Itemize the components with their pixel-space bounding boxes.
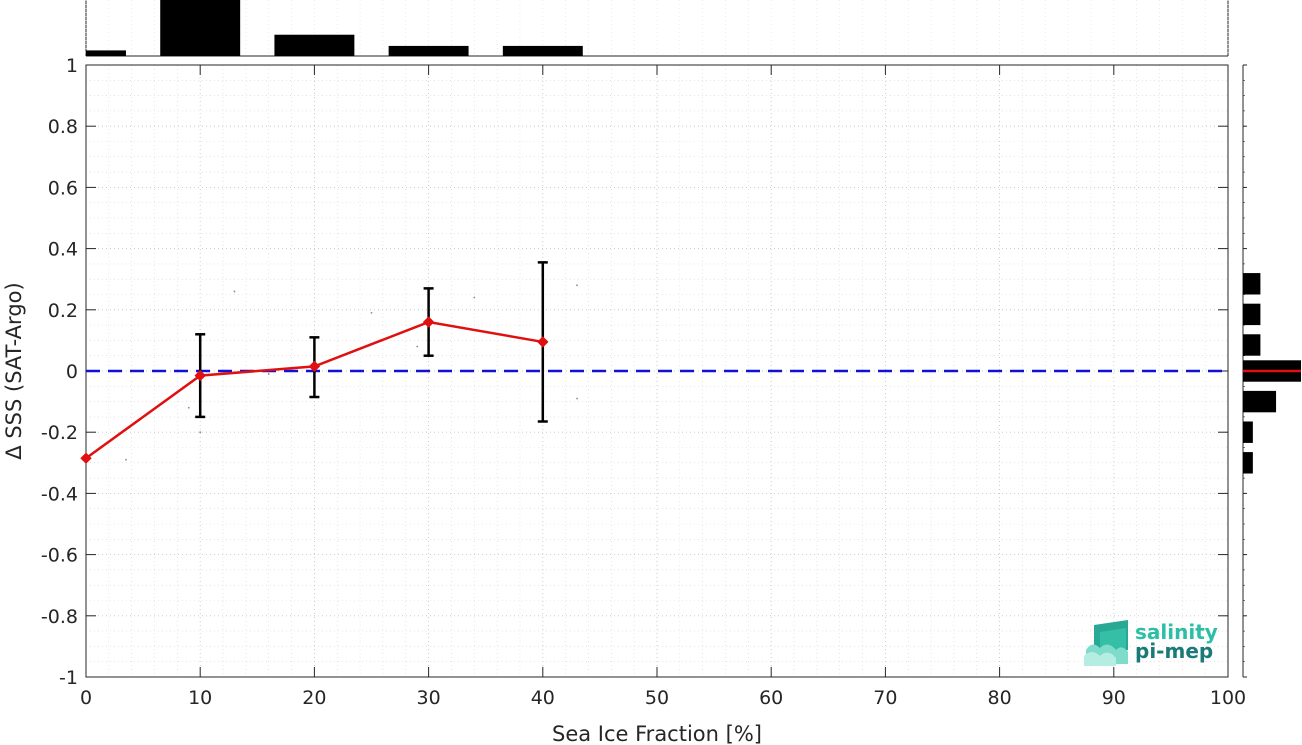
x-tick-label: 40 — [531, 687, 555, 709]
right-histogram-bar — [1243, 273, 1261, 295]
x-tick-label: 50 — [645, 687, 669, 709]
right-histogram-bar — [1243, 303, 1261, 326]
series-markers — [80, 316, 549, 464]
scatter-point — [473, 296, 476, 299]
logo-text-salinity: salinity — [1135, 620, 1218, 644]
y-tick-label: -0.8 — [41, 606, 78, 628]
scatter-point — [125, 458, 127, 461]
x-tick-label: 90 — [1102, 687, 1126, 709]
series-marker — [308, 360, 321, 373]
y-tick-label: -0.4 — [41, 483, 78, 505]
y-tick-label: 1 — [66, 55, 78, 77]
top-histogram-bar — [502, 45, 583, 56]
right-histogram — [1242, 64, 1301, 678]
scatter-point — [576, 284, 578, 287]
right-histogram-bars — [1243, 273, 1301, 474]
scatter-point — [416, 345, 419, 348]
top-histogram-bar — [86, 50, 126, 56]
top-histogram — [85, 0, 1229, 57]
y-tick-label: 0.4 — [48, 239, 78, 261]
right-histogram-bar — [1243, 421, 1253, 443]
series-marker — [80, 452, 92, 464]
top-histogram-bar — [388, 45, 469, 56]
scatter-point — [199, 431, 202, 434]
top-histogram-bar — [160, 0, 241, 56]
y-tick-label: 0 — [66, 361, 78, 383]
x-tick-label: 0 — [80, 687, 92, 709]
top-histogram-grid — [85, 0, 1229, 56]
salinity-pimep-logo: salinity pi-mep — [1084, 620, 1218, 666]
right-histogram-bar — [1243, 452, 1253, 474]
x-tick-label: 30 — [417, 687, 441, 709]
x-tick-label: 80 — [988, 687, 1012, 709]
y-tick-label: 0.8 — [48, 116, 78, 138]
scatter-point — [370, 311, 373, 314]
scatter-points — [125, 284, 578, 461]
right-histogram-ticks — [1243, 64, 1247, 678]
x-tick-label: 20 — [302, 687, 326, 709]
logo-text-pimep: pi-mep — [1135, 639, 1213, 663]
x-tick-labels: 0 10 20 30 40 50 60 70 80 90 100 — [80, 687, 1246, 709]
x-tick-label: 70 — [873, 687, 897, 709]
y-tick-label: 0.6 — [48, 177, 78, 199]
scatter-point — [233, 290, 236, 293]
x-tick-label: 10 — [188, 687, 212, 709]
right-histogram-bar — [1243, 334, 1261, 356]
scatter-point — [267, 373, 270, 375]
scatter-point — [576, 397, 578, 400]
x-tick-label: 100 — [1210, 687, 1246, 709]
top-histogram-bar — [274, 34, 355, 56]
y-axis-label: Δ SSS (SAT-Argo) — [2, 282, 26, 459]
top-histogram-bars — [86, 0, 583, 56]
x-axis-label: Sea Ice Fraction [%] — [552, 722, 762, 745]
y-tick-label: 0.2 — [48, 300, 78, 322]
logo-wave-icon — [1084, 620, 1128, 666]
series-marker — [194, 369, 206, 382]
x-tick-label: 60 — [759, 687, 783, 709]
main-plot: 0 10 20 30 40 50 60 70 80 90 100 1 0.8 0.6 0.4 0.2 0 -0.… — [41, 55, 1246, 709]
series-marker — [422, 316, 435, 328]
scatter-point — [187, 406, 190, 409]
y-tick-label: -1 — [59, 667, 78, 689]
y-tick-labels: 1 0.8 0.6 0.4 0.2 0 -0.2 -0.4 -0.6 -0.8 -1 — [41, 55, 78, 689]
series-marker — [537, 336, 549, 348]
y-tick-label: -0.6 — [41, 545, 78, 567]
right-histogram-bar — [1243, 390, 1277, 413]
axis-ticks — [85, 64, 1229, 678]
y-tick-label: -0.2 — [41, 422, 78, 444]
